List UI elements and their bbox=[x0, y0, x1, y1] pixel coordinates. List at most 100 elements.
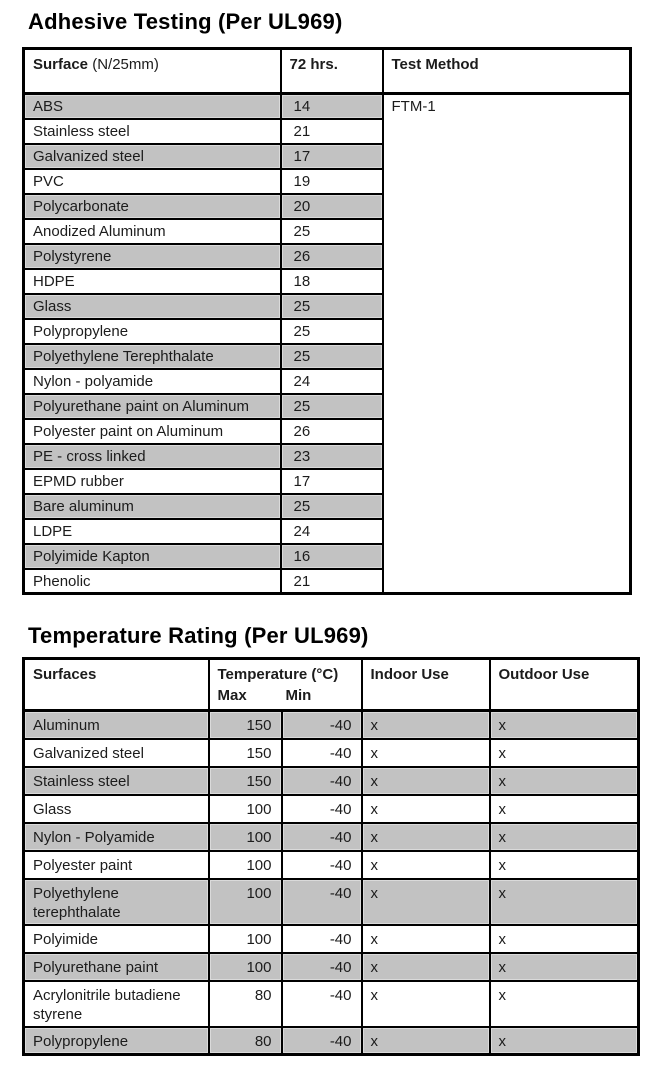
surface-cell: Polyurethane paint on Aluminum bbox=[22, 392, 282, 420]
hours-value-cell: 23 bbox=[279, 442, 384, 470]
adhesive-table-row: Glass 25 bbox=[22, 292, 631, 320]
col-header-temperature: Temperature (°C) Max Min bbox=[207, 657, 363, 712]
min-temp-cell: -40 bbox=[280, 765, 363, 796]
adhesive-table-row: PVC 19 bbox=[22, 167, 631, 195]
hours-value-cell: 25 bbox=[279, 217, 384, 245]
adhesive-table-row: Anodized Aluminum 25 bbox=[22, 217, 631, 245]
outdoor-use-cell: x bbox=[488, 951, 640, 982]
surface-cell: ABS bbox=[22, 92, 282, 120]
hours-value-cell: 14 bbox=[279, 92, 384, 120]
adhesive-table-row: Bare aluminum 25 bbox=[22, 492, 631, 520]
temperature-table-row: Aluminum 150 -40 x x bbox=[22, 709, 640, 740]
col-header-min: Min bbox=[285, 687, 312, 704]
indoor-use-cell: x bbox=[360, 979, 491, 1028]
col-header-surface-unit: (N/25mm) bbox=[92, 56, 159, 73]
col-header-max: Max bbox=[217, 687, 247, 704]
adhesive-table-row: LDPE 24 bbox=[22, 517, 631, 545]
adhesive-table-row: Polystyrene 26 bbox=[22, 242, 631, 270]
min-temp-cell: -40 bbox=[280, 821, 363, 852]
surface-cell: Nylon - Polyamide bbox=[22, 821, 210, 852]
min-temp-cell: -40 bbox=[280, 849, 363, 880]
surface-cell: Polyethylene terephthalate bbox=[22, 877, 210, 926]
temperature-table-row: Galvanized steel 150 -40 x x bbox=[22, 737, 640, 768]
outdoor-use-cell: x bbox=[488, 1025, 640, 1056]
hours-value-cell: 24 bbox=[279, 517, 384, 545]
hours-value-cell: 21 bbox=[279, 567, 384, 595]
surface-cell: Polyimide Kapton bbox=[22, 542, 282, 570]
surface-cell: PVC bbox=[22, 167, 282, 195]
temperature-rating-table: Surfaces Temperature (°C) Max Min Indoor … bbox=[22, 657, 640, 1056]
hours-value-cell: 21 bbox=[279, 117, 384, 145]
hours-value-cell: 25 bbox=[279, 392, 384, 420]
hours-value-cell: 19 bbox=[279, 167, 384, 195]
adhesive-table-row: Nylon - polyamide 24 bbox=[22, 367, 631, 395]
surface-cell: Polyester paint on Aluminum bbox=[22, 417, 282, 445]
max-temp-cell: 100 bbox=[207, 923, 283, 954]
col-header-outdoor-use: Outdoor Use bbox=[488, 657, 640, 712]
indoor-use-cell: x bbox=[360, 1025, 491, 1056]
surface-cell: Nylon - polyamide bbox=[22, 367, 282, 395]
min-temp-cell: -40 bbox=[280, 951, 363, 982]
adhesive-table-row: Polyester paint on Aluminum 26 bbox=[22, 417, 631, 445]
outdoor-use-cell: x bbox=[488, 709, 640, 740]
surface-cell: HDPE bbox=[22, 267, 282, 295]
hours-value-cell: 17 bbox=[279, 142, 384, 170]
hours-value-cell: 25 bbox=[279, 342, 384, 370]
surface-cell: Galvanized steel bbox=[22, 142, 282, 170]
max-temp-cell: 150 bbox=[207, 709, 283, 740]
surface-cell: Polyurethane paint bbox=[22, 951, 210, 982]
surface-cell: Galvanized steel bbox=[22, 737, 210, 768]
adhesive-table-row: EPMD rubber 17 bbox=[22, 467, 631, 495]
col-header-surface-label: Surface bbox=[33, 56, 89, 73]
temperature-table-row: Polyurethane paint 100 -40 x x bbox=[22, 951, 640, 982]
adhesive-table-row: Polyimide Kapton 16 bbox=[22, 542, 631, 570]
max-temp-cell: 80 bbox=[207, 979, 283, 1028]
hours-value-cell: 24 bbox=[279, 367, 384, 395]
adhesive-table-row: Phenolic 21 bbox=[22, 567, 631, 595]
indoor-use-cell: x bbox=[360, 765, 491, 796]
temperature-header-row: Surfaces Temperature (°C) Max Min Indoor … bbox=[22, 657, 640, 712]
hours-value-cell: 25 bbox=[279, 292, 384, 320]
temperature-table-row: Polypropylene 80 -40 x x bbox=[22, 1025, 640, 1056]
outdoor-use-cell: x bbox=[488, 923, 640, 954]
surface-cell: Polypropylene bbox=[22, 1025, 210, 1056]
col-header-surfaces: Surfaces bbox=[22, 657, 210, 712]
temperature-table-row: Glass 100 -40 x x bbox=[22, 793, 640, 824]
surface-cell: Anodized Aluminum bbox=[22, 217, 282, 245]
temperature-table-row: Acrylonitrile butadiene styrene 80 -40 x x bbox=[22, 979, 640, 1028]
indoor-use-cell: x bbox=[360, 709, 491, 740]
surface-cell: Acrylonitrile butadiene styrene bbox=[22, 979, 210, 1028]
temperature-rating-title: Temperature Rating (Per UL969) bbox=[28, 623, 369, 648]
max-temp-cell: 100 bbox=[207, 793, 283, 824]
outdoor-use-cell: x bbox=[488, 793, 640, 824]
test-method-value: FTM-1 bbox=[381, 92, 632, 595]
outdoor-use-cell: x bbox=[488, 849, 640, 880]
min-temp-cell: -40 bbox=[280, 877, 363, 926]
col-header-test-method: Test Method bbox=[381, 47, 632, 95]
max-temp-cell: 150 bbox=[207, 765, 283, 796]
surface-cell: Polyester paint bbox=[22, 849, 210, 880]
max-temp-cell: 100 bbox=[207, 821, 283, 852]
adhesive-table-row: ABS 14 FTM-1 bbox=[22, 92, 632, 595]
min-temp-cell: -40 bbox=[280, 979, 363, 1028]
temperature-table-body: Aluminum 150 -40 x x Galvanized steel 150 -40 x x… bbox=[22, 709, 640, 1056]
min-temp-cell: -40 bbox=[280, 793, 363, 824]
indoor-use-cell: x bbox=[360, 737, 491, 768]
surface-cell: Polystyrene bbox=[22, 242, 282, 270]
surface-cell: Polypropylene bbox=[22, 317, 282, 345]
surface-cell: Glass bbox=[22, 793, 210, 824]
temperature-table-row: Polyimide 100 -40 x x bbox=[22, 923, 640, 954]
surface-cell: Bare aluminum bbox=[22, 492, 282, 520]
min-temp-cell: -40 bbox=[280, 709, 363, 740]
adhesive-table-row: Polypropylene 25 bbox=[22, 317, 631, 345]
surface-cell: Aluminum bbox=[22, 709, 210, 740]
col-header-indoor-use: Indoor Use bbox=[360, 657, 491, 712]
hours-value-cell: 20 bbox=[279, 192, 384, 220]
hours-value-cell: 16 bbox=[279, 542, 384, 570]
hours-value-cell: 25 bbox=[279, 317, 384, 345]
adhesive-testing-title: Adhesive Testing (Per UL969) bbox=[28, 9, 343, 34]
hours-value-cell: 17 bbox=[279, 467, 384, 495]
adhesive-testing-table: Surface (N/25mm) 72 hrs. Test Method ABS… bbox=[22, 47, 632, 595]
temperature-table-row: Polyester paint 100 -40 x x bbox=[22, 849, 640, 880]
